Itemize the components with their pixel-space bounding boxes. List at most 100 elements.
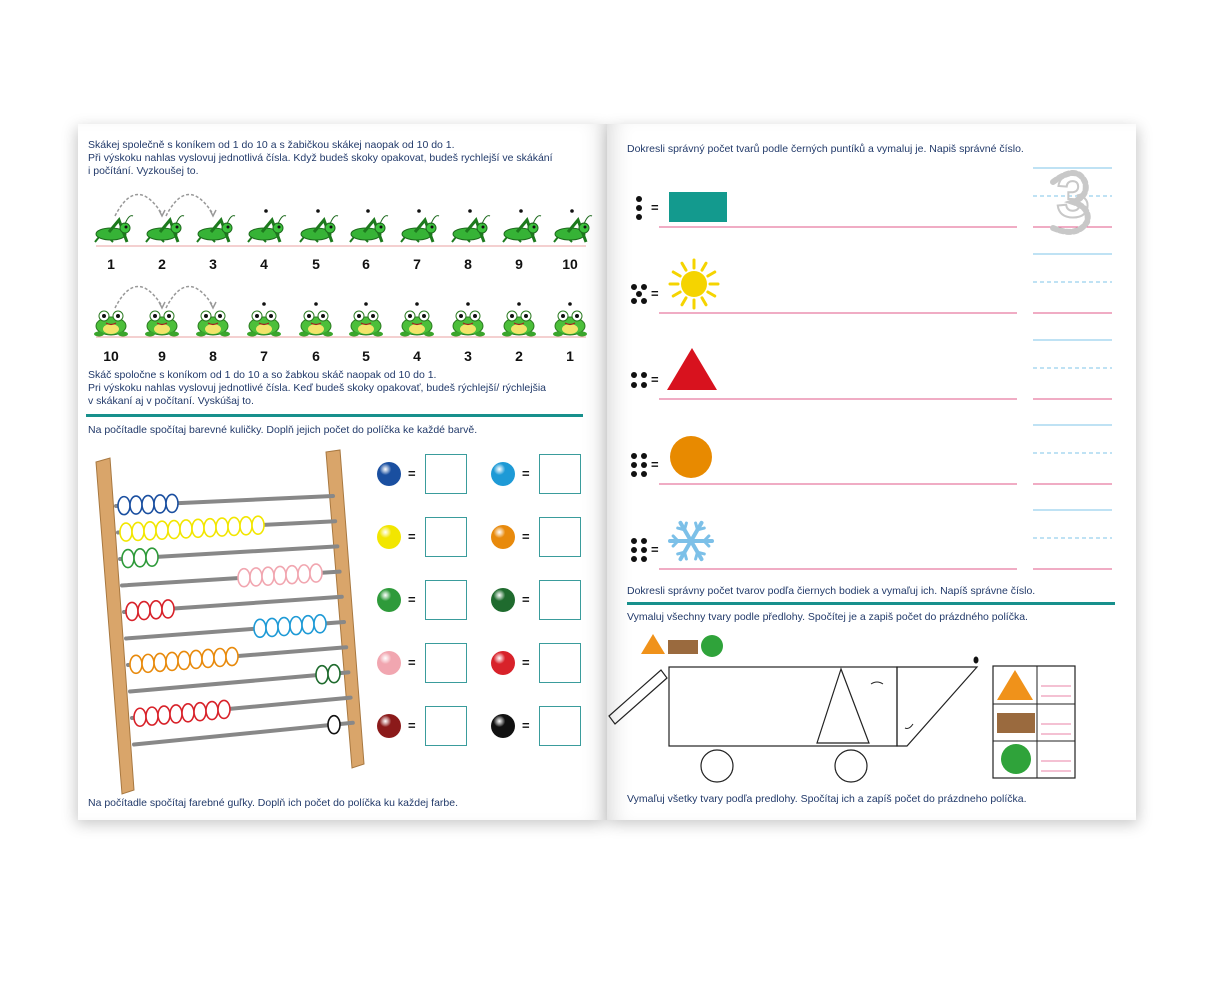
bead-count-box[interactable]	[539, 643, 581, 683]
count-dot	[631, 462, 637, 468]
count-dot	[641, 462, 647, 468]
sk-draw-instruction: Dokresli správny počet tvarov podľa čier…	[627, 585, 1036, 597]
frog-icon	[196, 310, 230, 337]
abacus-bead	[161, 599, 175, 619]
count-dot	[641, 284, 647, 290]
abacus-rod	[128, 670, 351, 694]
example-digit-trace	[1050, 170, 1091, 235]
grasshopper-icon	[94, 215, 134, 243]
abacus-bead	[327, 663, 341, 684]
workbook-spread: Skákej společně s koníkem od 1 do 10 a s…	[78, 124, 1136, 820]
hop-dot	[415, 302, 419, 306]
hop-dot	[264, 209, 268, 213]
count-dot	[641, 298, 647, 304]
grasshopper-icon	[502, 215, 542, 243]
bead-count-box[interactable]	[539, 706, 581, 746]
abacus-bead	[145, 547, 159, 567]
abacus-bead	[165, 493, 179, 514]
equals-sign: =	[651, 372, 659, 387]
cz-color-instruction: Vymaluj všechny tvary podle předlohy. Sp…	[627, 611, 1028, 623]
draw-shapes-exercise	[631, 167, 1112, 570]
count-dot	[641, 372, 647, 378]
bead-color-swatch	[377, 462, 401, 486]
count-dot	[631, 298, 637, 304]
bead-color-swatch	[491, 651, 515, 675]
count-dot	[641, 547, 647, 553]
grasshopper-icon	[299, 215, 339, 243]
left-page: Skákej společně s koníkem od 1 do 10 a s…	[78, 124, 607, 820]
vehicle-mouth	[904, 723, 914, 729]
vehicle-front	[896, 666, 979, 747]
table-circle	[1001, 744, 1031, 774]
equals-sign: =	[651, 542, 659, 557]
bead-color-swatch	[491, 714, 515, 738]
bead-count-box[interactable]	[425, 706, 467, 746]
count-dot	[641, 556, 647, 562]
sk-abacus-instruction: Na počítadle spočítaj farebné guľky. Dop…	[88, 797, 459, 809]
jump-arrowhead	[209, 209, 217, 218]
abacus-bead	[225, 646, 239, 667]
grasshopper-number: 7	[413, 256, 421, 272]
count-dot	[636, 196, 642, 202]
vehicle-triangle	[816, 667, 870, 744]
bead-count-box[interactable]	[539, 454, 581, 494]
hop-dot	[519, 209, 523, 213]
equals-sign: =	[522, 718, 530, 733]
bead-count-box[interactable]	[425, 517, 467, 557]
count-dot	[641, 453, 647, 459]
grasshopper-number: 10	[562, 256, 578, 272]
frog-number: 7	[260, 348, 268, 364]
jump-arc	[165, 193, 214, 217]
equals-sign: =	[522, 592, 530, 607]
hop-dot	[417, 209, 421, 213]
count-dot	[641, 382, 647, 388]
jump-arc	[114, 193, 163, 217]
count-dot	[631, 538, 637, 544]
sun-icon	[668, 258, 720, 310]
count-dot	[636, 214, 642, 220]
bead-count-box[interactable]	[425, 643, 467, 683]
frog-number: 2	[515, 348, 523, 364]
bead-color-swatch	[377, 651, 401, 675]
equals-sign: =	[651, 457, 659, 472]
bead-count-box[interactable]	[425, 580, 467, 620]
frog-icon	[553, 310, 587, 337]
abacus-bead	[309, 563, 323, 583]
cz-instruction-line-3: i počítání. Vyzkoušej to.	[88, 165, 199, 177]
count-dot	[631, 471, 637, 477]
frog-number: 9	[158, 348, 166, 364]
count-dot	[641, 471, 647, 477]
hop-dot	[466, 302, 470, 306]
grasshopper-number: 3	[209, 256, 217, 272]
equals-sign: =	[408, 718, 416, 733]
abacus-illustration	[95, 449, 365, 795]
grasshopper-number: 4	[260, 256, 268, 272]
bead-color-swatch	[377, 525, 401, 549]
equals-sign: =	[408, 529, 416, 544]
grasshopper-icon	[196, 215, 236, 243]
frog-icon	[145, 310, 179, 337]
grasshopper-number: 1	[107, 256, 115, 272]
count-dot	[631, 547, 637, 553]
example-number: 3	[1055, 162, 1090, 231]
grasshopper-number: 9	[515, 256, 523, 272]
frog-number: 6	[312, 348, 320, 364]
cz-instruction-line-1: Skákej společně s koníkem od 1 do 10 a s…	[88, 139, 455, 151]
bead-count-box[interactable]	[539, 580, 581, 620]
bead-count-box[interactable]	[539, 517, 581, 557]
vehicle-body	[668, 666, 898, 747]
frog-number: 1	[566, 348, 574, 364]
grasshopper-icon	[553, 215, 593, 243]
bead-count-box[interactable]	[425, 454, 467, 494]
jump-arrowhead	[158, 301, 166, 310]
grasshopper-icon	[349, 215, 389, 243]
frog-number: 4	[413, 348, 421, 364]
hop-dot	[568, 302, 572, 306]
grasshopper-icon	[451, 215, 491, 243]
bead-color-swatch	[491, 525, 515, 549]
frog-icon	[502, 310, 536, 337]
equals-sign: =	[408, 466, 416, 481]
frog-number: 8	[209, 348, 217, 364]
count-table	[992, 665, 1076, 779]
table-triangle	[997, 670, 1033, 700]
